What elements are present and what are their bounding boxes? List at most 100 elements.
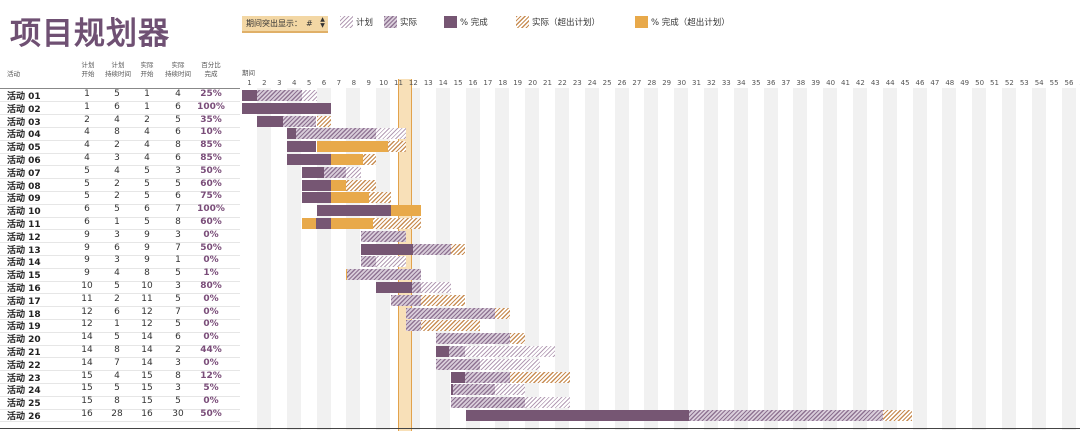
plan-start: 10	[81, 281, 93, 291]
actual-start: 15	[141, 370, 153, 381]
gantt-bar[interactable]	[450, 371, 511, 383]
period-column	[435, 88, 450, 430]
actual-duration: 4	[175, 89, 181, 99]
gantt-bar[interactable]	[286, 154, 332, 165]
gantt-bar[interactable]	[882, 410, 913, 421]
row-separator	[0, 293, 240, 295]
gantt-bar[interactable]	[510, 333, 526, 345]
gantt-bar[interactable]	[301, 166, 347, 178]
gantt-bar[interactable]	[242, 90, 302, 101]
gantt-bar[interactable]	[420, 294, 466, 306]
period-column	[972, 88, 987, 430]
period-highlight-value[interactable]: #	[306, 19, 313, 28]
page-title: 项目规划器	[10, 16, 170, 52]
plan-start: 15	[81, 370, 93, 381]
plan-start: 4	[84, 153, 90, 163]
gantt-bar[interactable]	[331, 179, 347, 191]
percent-complete: 0%	[203, 306, 219, 317]
actual-start: 12	[141, 319, 153, 330]
gantt-bar[interactable]	[331, 154, 363, 165]
gantt-bar[interactable]	[316, 141, 389, 153]
gantt-bar[interactable]	[286, 128, 377, 140]
period-tick: 36	[766, 79, 776, 87]
gantt-bar[interactable]	[361, 256, 377, 268]
gantt-bar[interactable]	[405, 307, 496, 319]
gantt-bar[interactable]	[331, 218, 374, 229]
plan-duration: 2	[114, 178, 120, 189]
percent-complete: 5%	[203, 383, 219, 394]
plan-start: 14	[81, 332, 93, 343]
row-separator	[0, 421, 240, 423]
header-divider	[0, 88, 240, 89]
activity-name: 活动 26	[7, 412, 41, 422]
gantt-bar[interactable]	[331, 192, 369, 204]
gantt-bar[interactable]	[256, 115, 317, 127]
gantt-bar[interactable]	[435, 346, 555, 357]
period-tick: 25	[602, 79, 612, 87]
gantt-bar[interactable]	[450, 243, 466, 255]
plan-start: 1	[84, 89, 90, 99]
gantt-bar[interactable]	[435, 358, 481, 370]
gantt-bar[interactable]	[391, 294, 421, 306]
gantt-bar[interactable]	[376, 282, 412, 293]
period-tick: 34	[736, 79, 746, 87]
gantt-bar[interactable]	[450, 371, 465, 383]
period-highlight-selector[interactable]: 期间突出显示： # ▲ ▼	[242, 16, 328, 33]
period-highlight-label: 期间突出显示：	[246, 19, 302, 28]
gantt-bar[interactable]	[361, 256, 406, 268]
activity-name: 活动 09	[7, 194, 41, 205]
gantt-bar[interactable]	[256, 115, 283, 127]
gantt-bar[interactable]	[435, 358, 540, 370]
gantt-bar[interactable]	[435, 333, 511, 345]
gantt-bar[interactable]	[331, 218, 421, 229]
row-separator	[0, 344, 240, 346]
gantt-bar[interactable]	[286, 141, 317, 153]
activity-name: 活动 18	[7, 309, 41, 320]
gantt-bar[interactable]	[450, 397, 526, 409]
gantt-bar[interactable]	[361, 243, 414, 255]
period-tick: 57	[1076, 79, 1080, 87]
gantt-bar[interactable]	[435, 346, 466, 357]
period-tick: 53	[1019, 79, 1029, 87]
gantt-bar[interactable]	[495, 307, 511, 319]
gantt-bar[interactable]	[465, 410, 689, 421]
period-tick: 6	[321, 79, 327, 87]
gantt-bar[interactable]	[316, 205, 391, 217]
gantt-bar[interactable]	[510, 371, 570, 383]
plan-start: 2	[84, 114, 90, 125]
spin-arrows-icon[interactable]: ▲ ▼	[320, 16, 325, 29]
gantt-bar[interactable]	[346, 269, 348, 281]
gantt-bar[interactable]	[450, 384, 496, 396]
actual-start: 4	[144, 127, 150, 138]
activity-name: 活动 21	[7, 348, 41, 358]
gantt-bar[interactable]	[301, 179, 332, 191]
gantt-bar[interactable]	[286, 128, 296, 140]
period-column	[465, 88, 480, 430]
gantt-bar[interactable]	[420, 320, 481, 332]
gantt-bar[interactable]	[242, 90, 257, 101]
gantt-bar[interactable]	[316, 115, 332, 127]
period-tick: 32	[706, 79, 716, 87]
gantt-bar[interactable]	[405, 320, 421, 332]
gantt-bar[interactable]	[361, 230, 406, 242]
col-header-actual-duration: 实际 持续时间	[165, 61, 191, 78]
gantt-bar[interactable]	[435, 346, 449, 357]
row-separator	[0, 203, 240, 205]
gantt-bar[interactable]	[301, 218, 317, 229]
gantt-bar[interactable]	[301, 192, 332, 204]
actual-duration: 3	[175, 357, 181, 368]
gantt-bar[interactable]	[242, 102, 332, 114]
gantt-bar[interactable]	[391, 205, 421, 217]
gantt-bar[interactable]	[301, 166, 324, 178]
activity-name: 活动 20	[7, 335, 41, 346]
gantt-bar[interactable]	[301, 218, 332, 229]
actual-start: 14	[141, 345, 153, 355]
legend-swatch	[635, 16, 648, 28]
gantt-bar[interactable]	[331, 179, 377, 191]
period-tick: 44	[885, 79, 895, 87]
plan-start: 4	[84, 127, 90, 138]
gantt-bar[interactable]	[346, 269, 421, 281]
plan-duration: 5	[114, 204, 120, 215]
gantt-bar[interactable]	[450, 384, 453, 396]
period-tick: 48	[945, 79, 955, 87]
